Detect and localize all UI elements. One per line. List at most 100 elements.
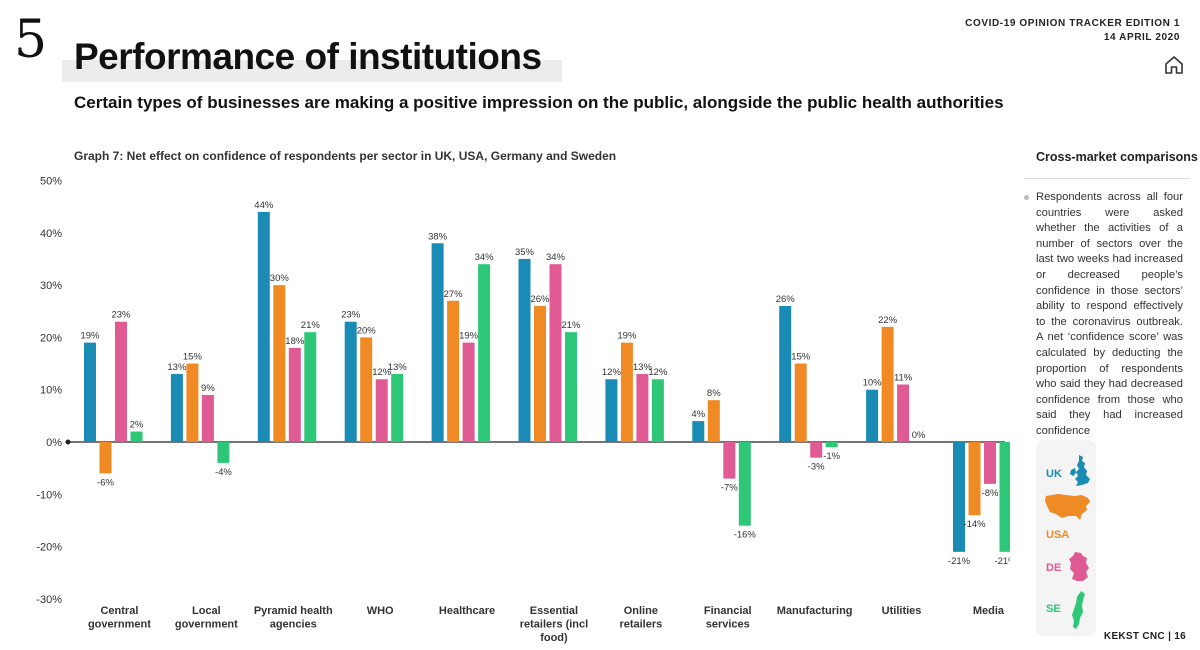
- y-tick-label: 10%: [40, 385, 62, 397]
- tracker-edition-date: 14 APRIL 2020: [1103, 32, 1180, 43]
- legend-label-se: SE: [1046, 603, 1061, 615]
- data-label: 0%: [912, 430, 926, 441]
- bar-se: [738, 442, 751, 526]
- data-label: 9%: [201, 383, 215, 394]
- bar-se: [391, 374, 404, 442]
- data-label: 35%: [515, 247, 535, 258]
- data-label: 12%: [372, 367, 392, 378]
- bar-usa: [99, 442, 112, 474]
- bullet-icon: [1024, 195, 1029, 200]
- data-label: 38%: [428, 231, 448, 242]
- category-label: Financial: [704, 605, 752, 617]
- category-label: retailers (incl: [520, 619, 588, 631]
- sidebar-body: Respondents across all four countries we…: [1036, 191, 1183, 437]
- data-label: 34%: [546, 252, 566, 263]
- bar-de: [462, 342, 475, 442]
- bar-de: [201, 394, 214, 442]
- data-label: 12%: [648, 367, 668, 378]
- bar-uk: [84, 342, 96, 442]
- category-label: Manufacturing: [777, 605, 853, 617]
- bar-se: [478, 264, 491, 442]
- data-label: 13%: [167, 362, 187, 373]
- bar-uk: [344, 321, 357, 442]
- y-tick-label: 0%: [46, 437, 62, 449]
- bar-de: [549, 264, 562, 442]
- data-label: 12%: [602, 367, 622, 378]
- footer: KEKST CNC | 16: [1104, 631, 1186, 642]
- bar-uk: [170, 374, 183, 442]
- bar-usa: [534, 306, 546, 442]
- category-label: agencies: [270, 619, 317, 631]
- data-label: 13%: [633, 362, 653, 373]
- bar-uk: [605, 379, 618, 442]
- sidebar-heading: Cross-market comparisons: [1036, 150, 1198, 164]
- data-label: 23%: [111, 310, 131, 321]
- page-subtitle: Certain types of businesses are making a…: [74, 93, 1004, 112]
- sweden-map-icon: [1072, 591, 1085, 629]
- category-label: Pyramid health: [254, 605, 333, 617]
- data-label: -3%: [808, 462, 825, 473]
- axis-origin-dot: [65, 439, 71, 445]
- data-label: -6%: [97, 477, 114, 488]
- data-label: -8%: [982, 488, 999, 499]
- uk-map-icon: [1070, 455, 1090, 486]
- bar-se: [825, 442, 838, 448]
- y-tick-label: 40%: [40, 228, 62, 240]
- data-label: -4%: [215, 467, 232, 478]
- y-tick-label: -30%: [36, 594, 62, 606]
- data-label: -21%: [994, 556, 1010, 567]
- data-label: 10%: [863, 378, 883, 389]
- tracker-edition-title: COVID-19 OPINION TRACKER EDITION 1: [965, 18, 1180, 29]
- data-label: 27%: [444, 289, 464, 300]
- data-label: 19%: [80, 331, 100, 342]
- data-label: 23%: [341, 310, 361, 321]
- category-label: government: [175, 619, 238, 631]
- bar-usa: [794, 363, 807, 442]
- data-label: 2%: [130, 420, 144, 431]
- bar-uk: [779, 306, 792, 442]
- bar-usa: [968, 442, 981, 516]
- germany-map-icon: [1069, 552, 1089, 581]
- data-label: 44%: [254, 200, 274, 211]
- data-label: 4%: [691, 409, 705, 420]
- bar-usa: [360, 337, 373, 442]
- bar-se: [130, 431, 143, 442]
- footer-separator: |: [1168, 631, 1172, 642]
- data-label: -1%: [823, 451, 840, 462]
- sidebar-divider: [1024, 178, 1190, 179]
- bar-usa: [186, 363, 199, 442]
- y-tick-label: 30%: [40, 280, 62, 292]
- bar-usa: [707, 400, 720, 442]
- data-label: 15%: [791, 352, 811, 363]
- data-label: 21%: [561, 320, 581, 331]
- bar-usa: [447, 300, 460, 442]
- category-label: Healthcare: [439, 605, 495, 617]
- data-label: 19%: [459, 331, 479, 342]
- legend-label-uk: UK: [1046, 468, 1062, 480]
- bar-uk: [518, 258, 531, 442]
- tracker-edition: COVID-19 OPINION TRACKER EDITION 1 14 AP…: [965, 17, 1180, 45]
- data-label: 13%: [388, 362, 408, 373]
- bar-uk: [257, 211, 270, 442]
- bar-se: [217, 442, 230, 463]
- category-label: Utilities: [882, 605, 922, 617]
- data-label: -16%: [734, 530, 757, 541]
- bar-de: [810, 442, 823, 458]
- bar-uk: [692, 421, 705, 442]
- bar-uk: [953, 442, 965, 552]
- category-label: WHO: [367, 605, 394, 617]
- home-icon[interactable]: [1163, 54, 1185, 76]
- bar-de: [723, 442, 736, 479]
- category-label: Online: [624, 605, 658, 617]
- graph-title: Graph 7: Net effect on confidence of res…: [74, 149, 617, 163]
- category-label: Central: [100, 605, 138, 617]
- title-highlight-band: [62, 60, 562, 82]
- data-label: 34%: [475, 252, 495, 263]
- bar-chart: 50% 40% 30% 20% 10% 0% -10% -20% -30% 19% -6% 23% 2%…: [36, 176, 1010, 644]
- category-label: government: [88, 619, 151, 631]
- bar-se: [565, 332, 577, 442]
- bar-de: [375, 379, 388, 442]
- data-label: 26%: [776, 294, 796, 305]
- data-label: 21%: [301, 320, 321, 331]
- bar-se: [651, 379, 664, 442]
